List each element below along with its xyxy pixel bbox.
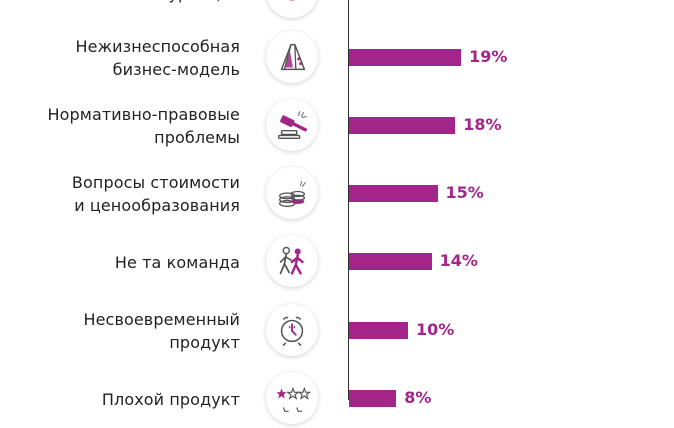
competition-icon <box>266 0 318 18</box>
data-label: 19% <box>469 47 508 66</box>
chart-row: Нежизнеспособная бизнес-модель 19% <box>0 27 674 87</box>
bar <box>349 322 408 339</box>
chart-row: Плохой продукт 8% <box>0 368 674 428</box>
walking-people-icon <box>266 235 318 287</box>
chart-row: Не та команда 14% <box>0 231 674 291</box>
star-rating-icon <box>266 372 318 424</box>
chart: Конкуренция Нежизнеспособная бизнес-модел… <box>0 0 674 412</box>
chart-row: Нормативно-правовые проблемы 18% <box>0 95 674 155</box>
chart-row: Несвоевременный продукт 10% <box>0 300 674 360</box>
gavel-icon <box>266 99 318 151</box>
bar <box>349 390 397 407</box>
chart-row: Вопросы стоимости и ценообразования 15% <box>0 163 674 223</box>
category-label: Плохой продукт <box>101 389 240 409</box>
category-label: Нормативно-правовые проблемы <box>47 105 240 147</box>
data-label: 10% <box>416 320 455 339</box>
bar <box>349 253 432 270</box>
data-label: 8% <box>404 388 432 407</box>
category-label: Не та команда <box>114 252 240 272</box>
axis-line <box>348 0 349 400</box>
data-label: 15% <box>445 183 484 202</box>
category-label: Вопросы стоимости и ценообразования <box>71 173 240 215</box>
bar <box>349 49 462 66</box>
coins-icon <box>266 167 318 219</box>
bar <box>349 117 456 134</box>
bar <box>349 185 438 202</box>
category-label: Конкуренция <box>0 0 240 5</box>
category-label: Нежизнеспособная бизнес-модель <box>75 37 240 79</box>
data-label: 14% <box>439 251 478 270</box>
category-label: Несвоевременный продукт <box>83 310 240 352</box>
data-label: 18% <box>463 115 502 134</box>
chart-row: Конкуренция <box>0 0 674 22</box>
card-house-icon <box>266 31 318 83</box>
alarm-clock-icon <box>266 304 318 356</box>
